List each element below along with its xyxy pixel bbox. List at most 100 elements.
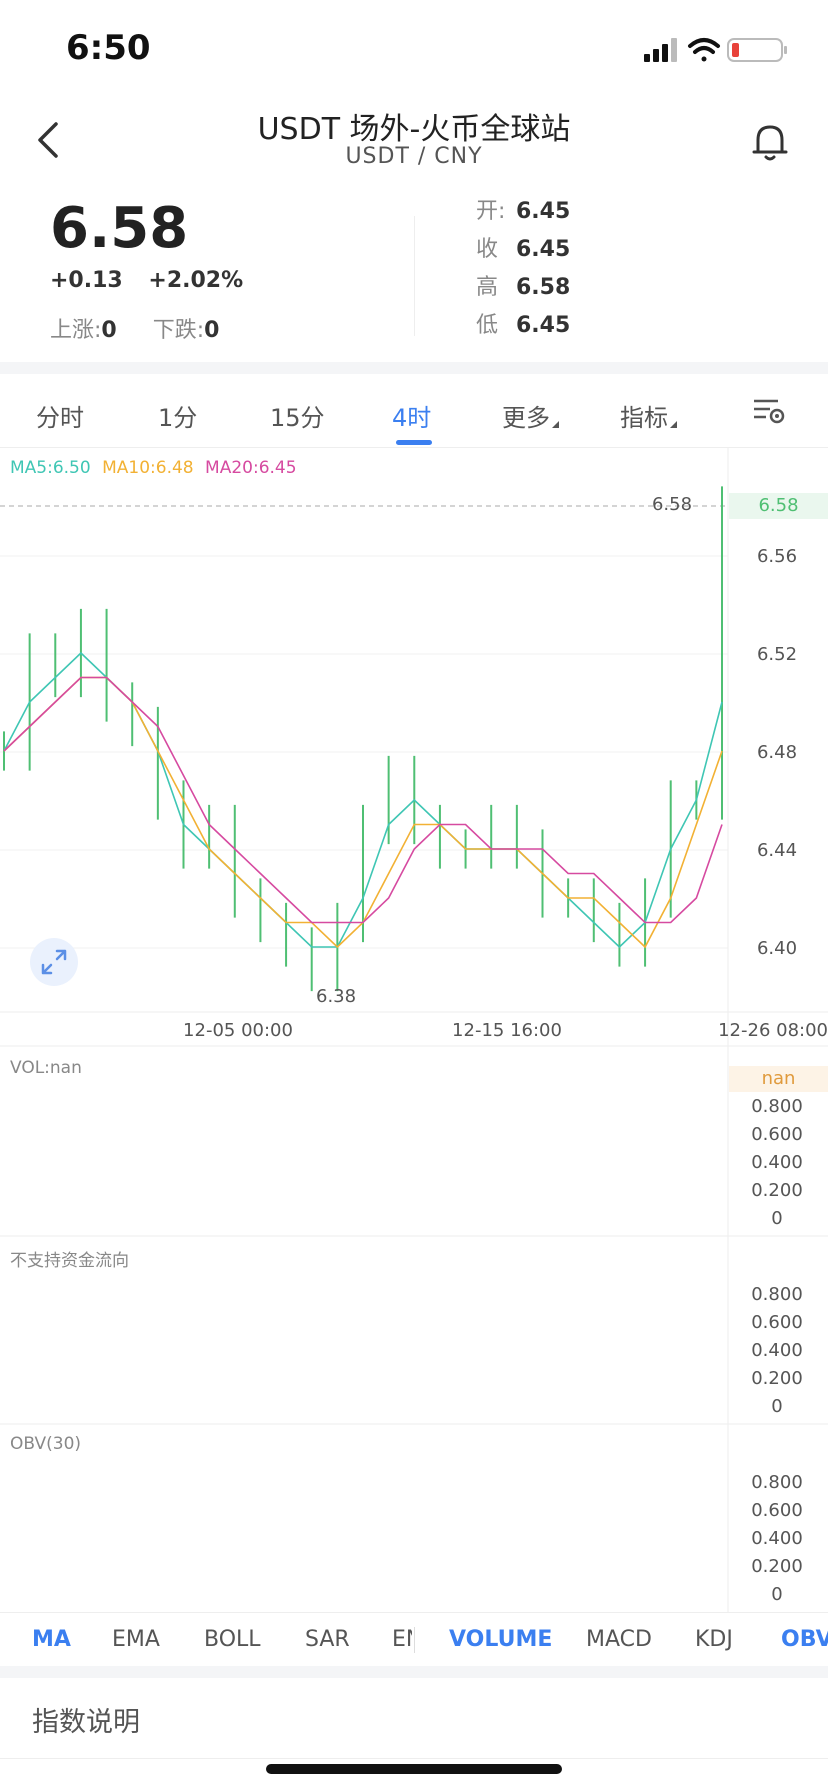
- signal-icon: [644, 38, 677, 62]
- section-gap: [0, 362, 828, 374]
- indicator-sar[interactable]: SAR: [305, 1627, 350, 1652]
- close-label: 收: [476, 237, 499, 262]
- status-icons: [644, 38, 787, 62]
- volume-nan-tag: nan: [729, 1066, 828, 1092]
- ohlc-block: 开: 6.45 收 6.45 高 6.58 低 6.45: [476, 196, 570, 348]
- tab-indicator-label: 指标: [620, 404, 668, 432]
- y-tick: 6.44: [756, 840, 798, 861]
- x-tick: 12-15 16:00: [452, 1020, 562, 1041]
- series-ma20-line: [3, 676, 723, 924]
- y-tick: 6.56: [756, 546, 798, 567]
- indicator-tabs: MA EMA BOLL SAR EN VOLUME MACD KDJ OBV: [0, 1612, 828, 1666]
- y-tick: 6.48: [756, 742, 798, 763]
- indicator-volume[interactable]: VOLUME: [449, 1627, 553, 1652]
- status-bar: 6:50: [0, 0, 828, 96]
- home-indicator: [266, 1764, 562, 1774]
- tab-indicator[interactable]: 指标: [620, 398, 677, 433]
- back-chevron-icon[interactable]: [28, 118, 72, 162]
- pair-subtitle: USDT / CNY: [345, 144, 483, 169]
- y-tick: 0: [771, 1396, 783, 1417]
- ma20-label: MA20:6.45: [205, 458, 297, 478]
- tab-15min[interactable]: 15分: [270, 404, 325, 432]
- divider: [414, 216, 415, 336]
- price-summary: 6.58 +0.13 +2.02% 上涨:0 下跌:0 开: 6.45 收 6.45 …: [0, 196, 828, 362]
- section-gap: [0, 1666, 828, 1678]
- price-change: +0.13 +2.02%: [50, 268, 261, 293]
- y-tick: 0.200: [751, 1180, 803, 1201]
- open-label: 开:: [476, 199, 506, 224]
- indicator-ema[interactable]: EMA: [112, 1627, 160, 1652]
- high-label: 高: [476, 275, 499, 300]
- indicator-macd[interactable]: MACD: [586, 1627, 652, 1652]
- down-label: 下跌:: [152, 318, 205, 343]
- y-tick: 0.800: [751, 1472, 803, 1493]
- open-row: 开: 6.45: [476, 196, 570, 234]
- y-tick: 0.200: [751, 1556, 803, 1577]
- current-price-line-label: 6.58: [651, 494, 693, 515]
- open-value: 6.45: [516, 199, 571, 224]
- expand-icon: [41, 949, 67, 975]
- chart-settings-icon[interactable]: [752, 396, 786, 426]
- up-down-count: 上涨:0 下跌:0: [50, 312, 219, 344]
- chart-area[interactable]: MA5:6.50 MA10:6.48 MA20:6.45 6.58 6.58 6…: [0, 448, 828, 1612]
- caret-icon: [670, 421, 677, 428]
- y-tick: 0.600: [751, 1312, 803, 1333]
- obv-label: OBV(30): [10, 1434, 82, 1454]
- y-tick: 0.400: [751, 1152, 803, 1173]
- y-tick: 0: [771, 1584, 783, 1605]
- down-count: 0: [204, 318, 220, 343]
- ma-legend: MA5:6.50 MA10:6.48 MA20:6.45: [10, 458, 303, 478]
- indicator-ma[interactable]: MA: [32, 1627, 71, 1652]
- divider: [0, 1758, 828, 1759]
- y-tick: 0.200: [751, 1368, 803, 1389]
- wifi-icon: [688, 38, 720, 62]
- indicator-boll[interactable]: BOLL: [204, 1627, 261, 1652]
- y-tick: 0.600: [751, 1500, 803, 1521]
- tab-4h[interactable]: 4时: [392, 404, 432, 432]
- close-row: 收 6.45: [476, 234, 570, 272]
- page-title: USDT 场外-火币全球站: [257, 112, 571, 147]
- active-tab-underline: [396, 440, 432, 445]
- change-pct: +2.02%: [148, 268, 244, 293]
- fund-flow-label: 不支持资金流向: [10, 1251, 129, 1271]
- index-explanation-title[interactable]: 指数说明: [32, 1707, 140, 1738]
- kline-chart[interactable]: [0, 448, 828, 1612]
- y-tick: 6.40: [756, 938, 798, 959]
- tab-more[interactable]: 更多: [502, 398, 559, 433]
- indicator-kdj[interactable]: KDJ: [695, 1627, 733, 1652]
- change-abs: +0.13: [50, 268, 123, 293]
- y-tick: 0.800: [751, 1284, 803, 1305]
- y-tick: 0.800: [751, 1096, 803, 1117]
- y-tick: 0.600: [751, 1124, 803, 1145]
- high-value: 6.58: [516, 275, 571, 300]
- volume-label: VOL:nan: [10, 1058, 82, 1078]
- current-price-tag: 6.58: [729, 493, 828, 519]
- ma-lines: [3, 651, 723, 949]
- low-row: 低 6.45: [476, 310, 570, 348]
- x-tick: 12-26 08:00: [718, 1020, 828, 1041]
- ma10-label: MA10:6.48: [102, 458, 194, 478]
- y-tick: 0.400: [751, 1340, 803, 1361]
- nav-bar: USDT 场外-火币全球站 USDT / CNY: [0, 96, 828, 196]
- low-label: 低: [476, 313, 499, 338]
- y-tick: 0: [771, 1208, 783, 1229]
- indicator-obv[interactable]: OBV: [781, 1627, 828, 1652]
- up-count: 0: [101, 318, 117, 343]
- x-tick: 12-05 00:00: [183, 1020, 293, 1041]
- last-price: 6.58: [50, 196, 189, 261]
- status-time: 6:50: [66, 28, 151, 68]
- indicator-ene[interactable]: EN: [392, 1627, 412, 1652]
- fullscreen-button[interactable]: [30, 938, 78, 986]
- indicator-divider: [414, 1627, 415, 1653]
- bell-icon[interactable]: [746, 118, 794, 166]
- high-row: 高 6.58: [476, 272, 570, 310]
- candles: [3, 486, 723, 992]
- y-tick: 6.52: [756, 644, 798, 665]
- y-tick: 0.400: [751, 1528, 803, 1549]
- low-value: 6.45: [516, 313, 571, 338]
- up-label: 上涨:: [50, 318, 102, 343]
- tab-more-label: 更多: [502, 404, 550, 432]
- tab-1min[interactable]: 1分: [158, 404, 198, 432]
- period-tabs: 分时 1分 15分 4时 更多 指标: [0, 374, 828, 448]
- tab-time-share[interactable]: 分时: [36, 404, 84, 432]
